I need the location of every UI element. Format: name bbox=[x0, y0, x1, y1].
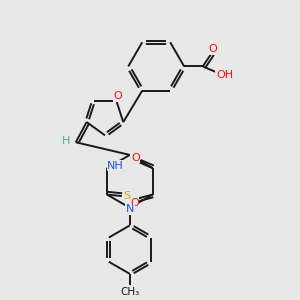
Text: O: O bbox=[113, 91, 122, 101]
Text: S: S bbox=[123, 191, 130, 201]
Text: OH: OH bbox=[216, 70, 233, 80]
Text: NH: NH bbox=[107, 161, 124, 171]
Text: H: H bbox=[62, 136, 70, 146]
Text: O: O bbox=[208, 44, 217, 54]
Text: O: O bbox=[130, 198, 139, 208]
Text: N: N bbox=[126, 204, 134, 214]
Text: O: O bbox=[131, 153, 140, 163]
Text: CH₃: CH₃ bbox=[120, 286, 140, 297]
